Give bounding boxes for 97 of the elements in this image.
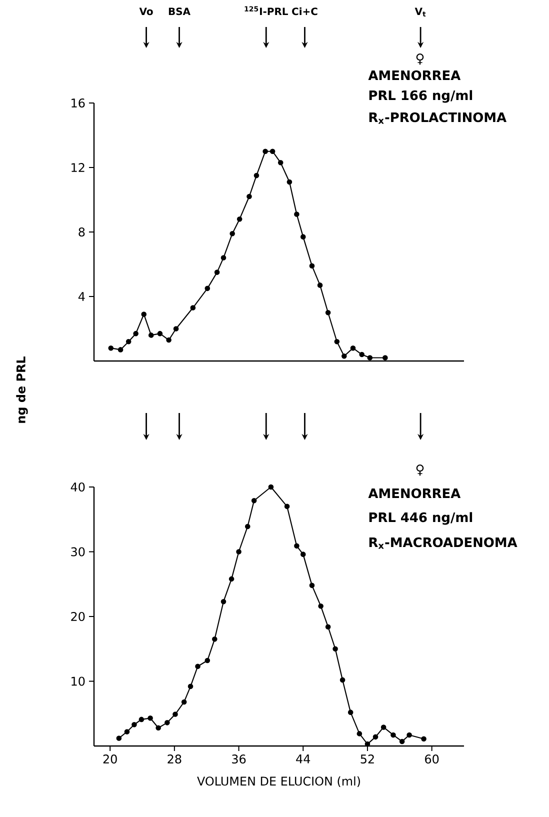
y-tick-label: 20 bbox=[71, 612, 85, 622]
point bbox=[342, 354, 347, 359]
point bbox=[332, 646, 338, 652]
point bbox=[230, 230, 235, 236]
ref-line-label: $^{125}$I-PRL bbox=[244, 6, 288, 15]
annotation: AMENORREA bbox=[368, 488, 461, 498]
point bbox=[204, 658, 210, 664]
point bbox=[118, 347, 124, 352]
annotation: PRL 446 ng/ml bbox=[369, 512, 472, 525]
point bbox=[300, 552, 306, 557]
y-tick-label: 30 bbox=[71, 547, 85, 556]
point bbox=[172, 712, 178, 717]
point bbox=[236, 549, 242, 554]
point bbox=[356, 731, 362, 736]
point bbox=[350, 345, 356, 351]
x-tick-label: 28 bbox=[168, 754, 182, 764]
y-axis-title: ng de PRL bbox=[16, 356, 28, 423]
x-tick-label: 44 bbox=[296, 754, 310, 764]
point bbox=[116, 736, 122, 741]
point bbox=[359, 352, 364, 358]
point bbox=[318, 603, 324, 609]
point bbox=[133, 330, 138, 336]
ref-line-label: Vo bbox=[139, 8, 153, 16]
point bbox=[254, 172, 260, 178]
annotation: R$_{x}$-PROLACTINOMA bbox=[369, 112, 506, 124]
ref-line-label: V$_{t}$ bbox=[414, 8, 426, 16]
point bbox=[138, 716, 144, 722]
text: AMENORREA bbox=[368, 70, 461, 80]
point bbox=[268, 484, 274, 490]
point bbox=[156, 725, 161, 731]
point bbox=[166, 337, 172, 343]
point bbox=[204, 286, 210, 292]
point bbox=[421, 736, 426, 742]
point bbox=[141, 312, 147, 317]
point bbox=[195, 664, 200, 669]
point bbox=[148, 332, 154, 338]
point bbox=[132, 722, 137, 728]
point bbox=[399, 738, 405, 744]
point bbox=[124, 729, 130, 734]
point bbox=[244, 524, 250, 530]
annotation: R$_{x}$-MACROADENOMA bbox=[369, 537, 518, 549]
point bbox=[278, 160, 284, 166]
point bbox=[340, 677, 346, 683]
y-tick-label: 12 bbox=[72, 163, 84, 172]
point bbox=[372, 734, 378, 740]
point bbox=[300, 234, 306, 240]
point bbox=[286, 179, 292, 185]
text: ♀ bbox=[416, 464, 424, 476]
ref-line-label: Ci+C bbox=[292, 7, 318, 16]
text: PRL 166 ng/ml bbox=[369, 90, 472, 103]
point bbox=[348, 710, 354, 715]
x-tick-label: 52 bbox=[360, 754, 374, 764]
point bbox=[188, 684, 194, 690]
point bbox=[406, 732, 412, 738]
point bbox=[334, 338, 340, 344]
point bbox=[251, 498, 257, 504]
y-tick-label: 8 bbox=[78, 227, 85, 237]
point bbox=[262, 148, 268, 154]
point bbox=[284, 504, 290, 510]
point bbox=[309, 263, 315, 268]
point bbox=[325, 624, 331, 630]
point bbox=[181, 699, 187, 705]
y-tick-label: 16 bbox=[72, 98, 85, 108]
y-tick-label: 40 bbox=[70, 482, 85, 492]
y-tick-label: 10 bbox=[72, 676, 85, 686]
point bbox=[148, 716, 153, 721]
point bbox=[164, 720, 170, 726]
x-tick-label: 36 bbox=[232, 754, 246, 764]
y-tick-label: 4 bbox=[78, 292, 85, 301]
point bbox=[294, 543, 300, 549]
x-tick-label: 60 bbox=[425, 754, 439, 764]
point bbox=[236, 216, 242, 222]
ref-line-label: BSA bbox=[168, 8, 190, 16]
point bbox=[364, 741, 370, 747]
text: ♀ bbox=[416, 54, 424, 65]
point bbox=[246, 194, 252, 200]
point bbox=[212, 636, 218, 642]
point bbox=[294, 212, 300, 217]
point bbox=[157, 330, 163, 336]
x-tick-label: 20 bbox=[103, 754, 117, 764]
point bbox=[317, 282, 323, 288]
point bbox=[382, 355, 388, 360]
point bbox=[108, 345, 114, 351]
point bbox=[380, 724, 386, 730]
point bbox=[220, 598, 226, 604]
point bbox=[325, 310, 331, 316]
point bbox=[190, 305, 196, 310]
point bbox=[220, 255, 226, 260]
point bbox=[228, 576, 234, 582]
x-axis-title: VOLUMEN DE ELUCION (ml) bbox=[197, 776, 360, 788]
point bbox=[270, 148, 276, 154]
point bbox=[367, 355, 373, 360]
point bbox=[309, 582, 315, 588]
point bbox=[214, 270, 220, 275]
point bbox=[173, 326, 179, 332]
point bbox=[390, 732, 396, 738]
point bbox=[126, 338, 132, 344]
